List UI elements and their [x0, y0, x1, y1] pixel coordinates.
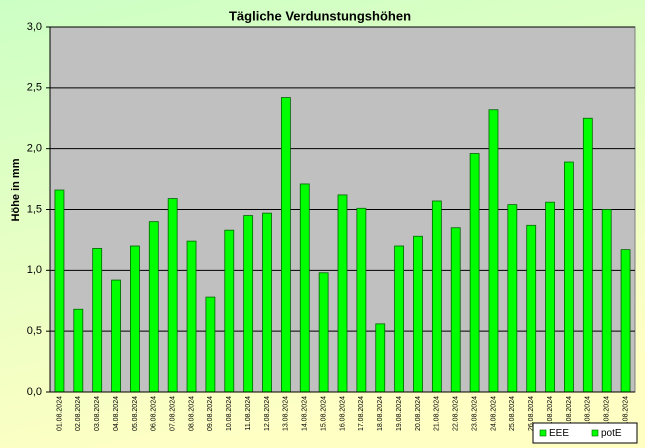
bar [356, 207, 367, 393]
x-tick-label: 27.08.2024 [547, 396, 554, 431]
bar [337, 194, 348, 393]
x-tick-label: 07.08.2024 [170, 396, 177, 431]
x-tick-label: 21.08.2024 [434, 396, 441, 431]
bar [582, 117, 593, 393]
y-tick-label: 2,0 [27, 143, 42, 155]
bar [375, 323, 386, 393]
legend-box [532, 422, 638, 444]
x-tick-label: 17.08.2024 [358, 396, 365, 431]
x-tick-label: 10.08.2024 [226, 396, 233, 431]
x-tick-label: 22.08.2024 [453, 396, 460, 431]
x-tick-label: 20.08.2024 [415, 396, 422, 431]
x-tick-label: 15.08.2024 [320, 396, 327, 431]
bar [186, 240, 197, 393]
y-tick-label: 1,5 [27, 203, 42, 215]
x-tick-label: 19.08.2024 [396, 396, 403, 431]
y-tick-label: 1,0 [27, 264, 42, 276]
bar [148, 221, 159, 393]
x-tick-label: 02.08.2024 [75, 396, 82, 431]
bar [413, 235, 423, 393]
x-tick-label: 08.08.2024 [188, 396, 195, 431]
bar [318, 272, 329, 393]
x-tick-label: 03.08.2024 [94, 396, 101, 431]
bar [224, 229, 235, 393]
x-tick-label: 09.08.2024 [207, 396, 214, 431]
bar [92, 248, 103, 393]
x-tick-label: 14.08.2024 [302, 396, 309, 431]
bar [394, 245, 405, 393]
bar [601, 209, 612, 393]
legend-swatch [539, 429, 547, 437]
y-tick-label: 3,0 [27, 21, 42, 33]
chart-title: Tägliche Verdunstungshöhen [229, 8, 411, 23]
x-tick-label: 11.08.2024 [245, 396, 252, 431]
bar [262, 212, 272, 393]
legend-label: EEE [549, 428, 569, 439]
x-tick-label: 04.08.2024 [113, 396, 120, 431]
bar [488, 109, 499, 393]
bar [205, 296, 216, 393]
bar [545, 201, 555, 393]
bar [54, 189, 65, 393]
bar [280, 97, 291, 393]
x-tick-label: 16.08.2024 [339, 396, 346, 431]
x-tick-label: 28.08.2024 [566, 396, 573, 431]
x-tick-label: 29.08.2024 [585, 396, 592, 431]
x-tick-label: 18.08.2024 [377, 396, 384, 431]
x-tick-label: 24.08.2024 [490, 396, 497, 431]
x-tick-label: 01.08.2024 [56, 396, 63, 431]
bar [243, 215, 254, 393]
bar [450, 227, 461, 393]
x-tick-label: 30.08.2024 [604, 396, 611, 431]
bar [130, 245, 140, 393]
legend-swatch [591, 429, 599, 437]
bar [299, 183, 310, 393]
x-tick-label: 26.08.2024 [528, 396, 535, 431]
x-tick-label: 23.08.2024 [471, 396, 478, 431]
y-tick-label: 0,0 [27, 386, 42, 398]
bar [526, 224, 537, 393]
bar [167, 198, 178, 393]
legend-label: potE [601, 428, 622, 439]
x-tick-label: 31.08.2024 [622, 396, 629, 431]
x-tick-label: 12.08.2024 [264, 396, 271, 431]
bar [507, 204, 518, 393]
y-axis-label: Höhe in mm [10, 158, 22, 221]
bar [431, 200, 442, 393]
x-tick-label: 13.08.2024 [283, 396, 290, 431]
bar [469, 153, 480, 393]
x-tick-label: 25.08.2024 [509, 396, 516, 431]
x-tick-label: 05.08.2024 [132, 396, 139, 431]
bar [73, 308, 84, 393]
y-tick-label: 0,5 [27, 325, 42, 337]
bar [620, 249, 631, 393]
x-tick-label: 06.08.2024 [151, 396, 158, 431]
bar [564, 161, 574, 393]
bar [111, 279, 121, 393]
y-tick-label: 2,5 [27, 82, 42, 94]
